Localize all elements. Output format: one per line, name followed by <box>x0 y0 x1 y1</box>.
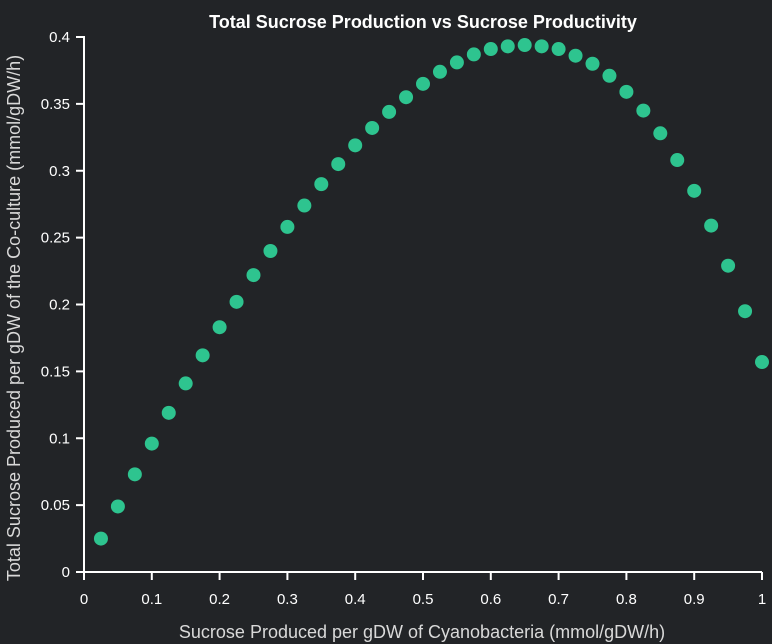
data-point <box>432 64 447 79</box>
chart-title: Total Sucrose Production vs Sucrose Prod… <box>209 12 637 32</box>
data-point <box>178 376 193 391</box>
data-point <box>738 304 753 319</box>
data-point <box>195 348 210 363</box>
x-tick-label: 0.3 <box>277 591 298 608</box>
data-point <box>704 218 719 233</box>
x-tick-label: 1 <box>758 591 766 608</box>
y-tick-label: 0.2 <box>49 297 70 314</box>
data-point <box>212 320 227 335</box>
data-point <box>534 39 549 54</box>
data-point <box>297 198 312 213</box>
data-point <box>670 153 685 168</box>
data-point <box>636 103 651 118</box>
data-point <box>568 48 583 63</box>
y-tick-label: 0.35 <box>41 96 70 113</box>
y-tick-label: 0.1 <box>49 430 70 447</box>
data-point <box>161 405 176 420</box>
x-tick-label: 0.5 <box>413 591 434 608</box>
x-tick-label: 0.2 <box>209 591 230 608</box>
axes: 0 0.1 0.2 0.3 0.4 0.5 0.6 0.7 0.8 0.9 1 0 0.05 0.1 0.1… <box>41 29 766 608</box>
y-tick-label: 0 <box>62 564 70 581</box>
y-axis-label: Total Sucrose Produced per gDW of the Co… <box>4 55 24 581</box>
data-point <box>331 157 346 172</box>
x-tick-label: 0.4 <box>345 591 366 608</box>
data-point <box>280 219 295 234</box>
x-tick-label: 0.6 <box>480 591 501 608</box>
data-point <box>229 294 244 309</box>
data-point <box>416 76 430 91</box>
y-tick-label: 0.15 <box>41 363 70 380</box>
data-points <box>93 38 769 546</box>
data-point <box>144 436 159 451</box>
x-tick-label: 0.8 <box>616 591 637 608</box>
data-point <box>263 244 278 258</box>
data-point <box>382 104 397 119</box>
x-tick-label: 0.1 <box>141 591 162 608</box>
data-point <box>348 138 363 153</box>
data-point <box>653 126 668 141</box>
data-point <box>449 55 464 70</box>
data-point <box>399 90 414 105</box>
x-tick-label: 0.7 <box>548 591 569 608</box>
y-tick-label: 0.25 <box>41 230 70 247</box>
data-point <box>687 183 702 198</box>
data-point <box>466 47 481 62</box>
x-tick-label: 0.9 <box>684 591 705 608</box>
y-tick-label: 0.4 <box>49 29 70 46</box>
data-point <box>127 467 142 482</box>
data-point <box>721 258 736 273</box>
data-point <box>585 56 600 71</box>
data-point <box>500 39 515 54</box>
x-tick-label: 0 <box>80 591 88 608</box>
data-point <box>483 42 498 57</box>
data-point <box>93 531 108 546</box>
data-point <box>246 268 261 283</box>
data-point <box>110 499 125 514</box>
data-point <box>517 38 532 53</box>
data-point <box>755 355 769 370</box>
data-point <box>314 177 329 192</box>
data-point <box>365 120 380 135</box>
data-point <box>551 42 566 57</box>
x-axis-label: Sucrose Produced per gDW of Cyanobacteri… <box>179 622 665 642</box>
y-tick-label: 0.3 <box>49 163 70 180</box>
data-point <box>602 68 617 83</box>
y-tick-label: 0.05 <box>41 497 70 514</box>
data-point <box>619 84 634 99</box>
